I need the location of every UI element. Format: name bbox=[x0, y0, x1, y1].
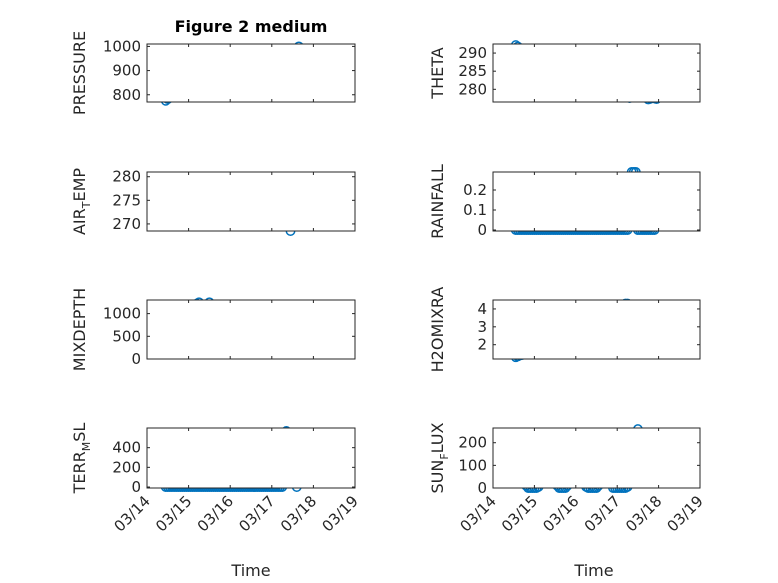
axis-frame-theta bbox=[492, 43, 701, 103]
y-tick-label: 3 bbox=[477, 318, 487, 336]
axis-frame-h2omixra bbox=[492, 299, 701, 360]
y-tick-label: 1000 bbox=[103, 37, 141, 55]
y-tick-label: 100 bbox=[458, 456, 487, 474]
y-tick-label: 285 bbox=[458, 62, 487, 80]
y-tick-label: 280 bbox=[112, 168, 141, 186]
y-tick-label: 500 bbox=[112, 327, 141, 345]
x-tick-label: 03/18 bbox=[277, 492, 320, 535]
x-tick-label: 03/17 bbox=[235, 492, 278, 535]
x-tick-label: 03/19 bbox=[319, 492, 362, 535]
x-tick-label: 03/16 bbox=[194, 492, 237, 535]
x-tick-label: 03/14 bbox=[111, 492, 154, 535]
x-tick-label: 03/17 bbox=[581, 492, 624, 535]
y-tick-label: 400 bbox=[112, 439, 141, 457]
y-tick-label: 280 bbox=[458, 80, 487, 98]
y-tick-label: 200 bbox=[112, 458, 141, 476]
y-tick-label: 800 bbox=[112, 86, 141, 104]
axis-frame-mixdepth bbox=[146, 299, 356, 360]
y-tick-label: 275 bbox=[112, 191, 141, 209]
y-tick-label: 200 bbox=[458, 434, 487, 452]
y-axis-label-h2omixra: H2OMIXRA bbox=[428, 287, 447, 373]
panel-rainfall: 0 0.1 0.2 RAINFALL bbox=[428, 164, 701, 239]
y-tick-label: 0.2 bbox=[463, 181, 487, 199]
y-axis-label-theta: THETA bbox=[428, 47, 447, 99]
axis-frame-sun_flux bbox=[492, 427, 701, 489]
y-axis-label-mixdepth: MIXDEPTH bbox=[70, 288, 89, 371]
y-tick-label: 0 bbox=[131, 350, 141, 368]
x-tick-label: 03/16 bbox=[539, 492, 582, 535]
x-tick-label: 03/15 bbox=[152, 492, 195, 535]
x-axis-label-right: Time bbox=[573, 561, 613, 580]
x-tick-label: 03/19 bbox=[664, 492, 707, 535]
y-tick-label: 4 bbox=[477, 300, 487, 318]
y-axis-label-rainfall: RAINFALL bbox=[428, 164, 447, 239]
y-axis-label-sun_flux: SUNFLUX bbox=[428, 422, 451, 493]
axis-frame-terr_msl bbox=[146, 427, 356, 489]
y-tick-label: 290 bbox=[458, 44, 487, 62]
y-axis-label-air_temp: AIRTEMP bbox=[70, 168, 93, 235]
y-axis-label-terr_msl: TERRMSL bbox=[70, 423, 93, 495]
figure-title: Figure 2 medium bbox=[175, 17, 328, 36]
y-tick-label: 1000 bbox=[103, 305, 141, 323]
y-tick-label: 900 bbox=[112, 62, 141, 80]
x-axis-label-left: Time bbox=[230, 561, 270, 580]
panel-pressure: 800 900 1000 PRESSURE bbox=[70, 31, 356, 115]
axis-frame-rainfall bbox=[492, 171, 701, 232]
axis-frame-air_temp bbox=[146, 171, 356, 232]
axis-frame-pressure bbox=[146, 43, 356, 103]
x-tick-label: 03/14 bbox=[457, 492, 500, 535]
x-tick-label: 03/18 bbox=[622, 492, 665, 535]
y-tick-label: 0.1 bbox=[463, 201, 487, 219]
x-tick-label: 03/15 bbox=[498, 492, 541, 535]
panel-h2omixra: 234 H2OMIXRA bbox=[428, 287, 701, 373]
y-tick-label: 0 bbox=[477, 221, 487, 239]
y-tick-label: 270 bbox=[112, 215, 141, 233]
y-tick-label: 0 bbox=[131, 478, 141, 496]
y-axis-label-pressure: PRESSURE bbox=[70, 31, 89, 115]
y-tick-label: 2 bbox=[477, 336, 487, 354]
y-tick-label: 0 bbox=[477, 479, 487, 497]
panel-mixdepth: 0 500 1000 MIXDEPTH bbox=[70, 288, 356, 371]
panel-air_temp: 270 275 280 AIRTEMP bbox=[70, 168, 356, 236]
